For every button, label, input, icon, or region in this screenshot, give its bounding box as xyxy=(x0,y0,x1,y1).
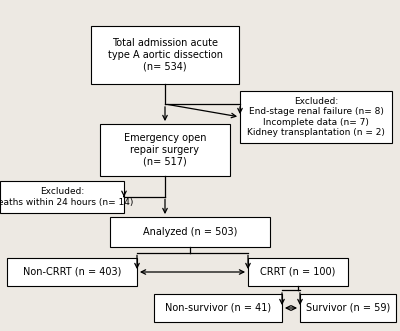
Text: Non-survivor (n = 41): Non-survivor (n = 41) xyxy=(165,303,271,313)
FancyBboxPatch shape xyxy=(110,217,270,247)
FancyBboxPatch shape xyxy=(240,91,392,143)
FancyBboxPatch shape xyxy=(7,258,137,286)
Text: Non-CRRT (n = 403): Non-CRRT (n = 403) xyxy=(23,267,121,277)
Text: CRRT (n = 100): CRRT (n = 100) xyxy=(260,267,336,277)
FancyBboxPatch shape xyxy=(100,124,230,176)
Text: Survivor (n = 59): Survivor (n = 59) xyxy=(306,303,390,313)
Text: Emergency open
repair surgery
(n= 517): Emergency open repair surgery (n= 517) xyxy=(124,133,206,166)
Text: Analyzed (n = 503): Analyzed (n = 503) xyxy=(143,227,237,237)
Text: Total admission acute
type A aortic dissection
(n= 534): Total admission acute type A aortic diss… xyxy=(108,38,222,71)
Text: Excluded:
Deaths within 24 hours (n= 14): Excluded: Deaths within 24 hours (n= 14) xyxy=(0,187,133,207)
FancyBboxPatch shape xyxy=(300,294,396,322)
FancyBboxPatch shape xyxy=(248,258,348,286)
FancyBboxPatch shape xyxy=(91,26,239,84)
FancyBboxPatch shape xyxy=(154,294,282,322)
Text: Excluded:
End-stage renal failure (n= 8)
Incomplete data (n= 7)
Kidney transplan: Excluded: End-stage renal failure (n= 8)… xyxy=(247,97,385,137)
FancyBboxPatch shape xyxy=(0,181,124,213)
